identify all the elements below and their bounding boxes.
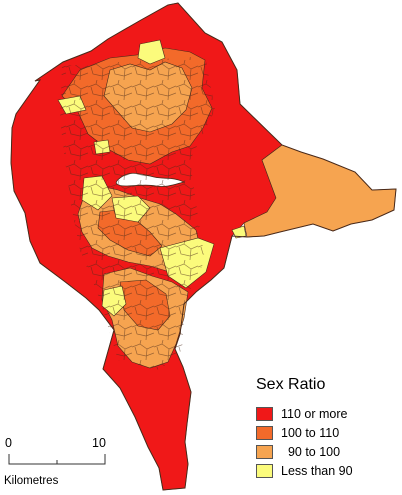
legend-label-90-100: 90 to 100 xyxy=(281,444,341,459)
legend-item-110-plus: 110 or more xyxy=(256,404,396,423)
suburb-boundary-overlay xyxy=(60,56,215,370)
legend: Sex Ratio 110 or more 100 to 110 90 to 1… xyxy=(256,376,396,480)
legend-swatch-under-90 xyxy=(256,463,273,478)
legend-label-under-90: Less than 90 xyxy=(281,463,353,478)
scale-unit-label: Kilometres xyxy=(4,475,59,487)
legend-label-100-110: 100 to 110 xyxy=(281,425,340,440)
scale-start-label: 0 xyxy=(5,436,12,450)
legend-swatch-110-plus xyxy=(256,406,273,421)
legend-label-110-plus: 110 or more xyxy=(281,406,348,421)
legend-title: Sex Ratio xyxy=(256,376,326,393)
scale-bar-line xyxy=(8,454,106,465)
territory-boundary xyxy=(10,2,397,491)
legend-swatch-100-110 xyxy=(256,425,273,440)
legend-item-100-110: 100 to 110 xyxy=(256,423,396,442)
legend-item-under-90: Less than 90 xyxy=(256,461,396,480)
legend-swatch-90-100 xyxy=(256,444,273,459)
scale-bar: 0 10 Kilometres xyxy=(4,436,108,487)
scale-end-label: 10 xyxy=(92,436,106,450)
legend-item-90-100: 90 to 100 xyxy=(256,442,396,461)
